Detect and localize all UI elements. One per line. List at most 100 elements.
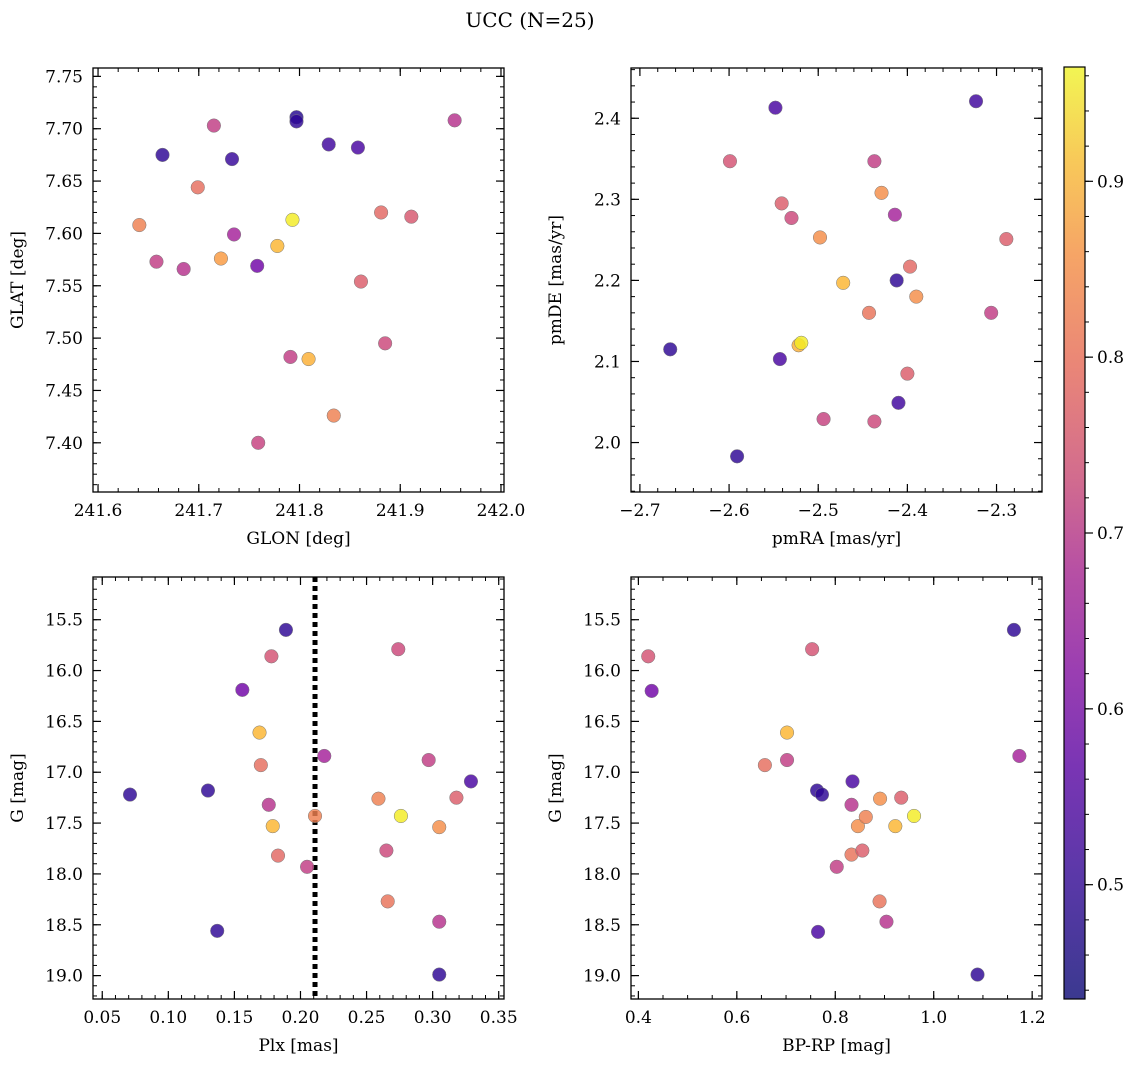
colorbar-tick-label: 0.6 (1097, 700, 1124, 720)
data-point (874, 185, 889, 200)
data-point (909, 289, 924, 304)
data-points (663, 94, 1014, 464)
data-point (812, 230, 828, 245)
data-point (432, 820, 447, 835)
x-axis-label: GLON [deg] (246, 529, 350, 549)
data-point (122, 787, 138, 802)
data-point (155, 147, 170, 162)
y-tick-label: 7.40 (45, 434, 83, 454)
data-points (132, 110, 462, 450)
plot-area (93, 68, 504, 492)
data-point (829, 859, 844, 874)
y-tick-label: 7.65 (45, 172, 83, 192)
y-tick-label: 7.55 (45, 277, 83, 297)
y-tick-label: 19.0 (45, 967, 83, 987)
data-point (891, 395, 906, 410)
data-point (968, 94, 984, 109)
figure-title: UCC (N=25) (465, 8, 594, 32)
y-tick-label: 2.2 (594, 271, 621, 291)
x-tick-label: 0.05 (83, 1008, 121, 1028)
data-point (888, 819, 903, 834)
y-tick-label: 17.0 (45, 763, 83, 783)
data-point (730, 449, 745, 464)
x-tick-label: 1.0 (920, 1008, 947, 1028)
data-point (900, 366, 915, 381)
data-point (285, 212, 300, 227)
data-point (903, 259, 918, 274)
data-point (283, 349, 298, 364)
x-axis-label: pmRA [mas/yr] (772, 529, 901, 549)
data-point (873, 791, 888, 806)
y-tick-label: 18.5 (45, 916, 83, 936)
data-point (278, 622, 293, 637)
data-point (805, 642, 820, 657)
axes-frame (92, 576, 505, 1000)
data-point (889, 273, 904, 288)
x-tick-label: 0.35 (480, 1008, 518, 1028)
x-tick-label: 241.9 (376, 501, 425, 521)
data-point (641, 649, 656, 664)
data-point (432, 967, 447, 982)
colorbar-tick-label: 0.8 (1097, 348, 1124, 368)
data-point (289, 114, 304, 129)
data-point (970, 967, 985, 982)
y-tick-label: 2.4 (594, 109, 621, 129)
data-point (371, 791, 386, 806)
data-point (722, 154, 738, 169)
y-axis-label: G [mag] (8, 753, 28, 822)
y-tick-label: 7.50 (45, 329, 83, 349)
y-tick-label: 2.3 (594, 190, 621, 210)
data-point (270, 238, 285, 254)
data-point (845, 774, 860, 789)
scatter-panel-2: −2.7 −2.6 −2.5 −2.4 −2.3 2.0 2.1 2.2 2.3 2.4 pmRA … (546, 67, 1043, 549)
data-point (235, 682, 250, 697)
data-point (906, 808, 922, 824)
x-tick-label: 241.6 (74, 501, 123, 521)
x-tick-label: 0.15 (215, 1008, 253, 1028)
plot-area (631, 68, 1042, 492)
x-tick-label: 242.0 (477, 501, 526, 521)
x-tick-label: −2.5 (798, 501, 839, 521)
colorbar-tick-label: 0.9 (1097, 172, 1124, 192)
x-tick-label: 0.10 (149, 1008, 187, 1028)
scatter-panel-1: 241.6 241.7 241.8 241.9 242.0 7.40 7.45 7.50 7.5… (8, 67, 525, 549)
data-point (836, 275, 851, 290)
data-points (122, 622, 479, 982)
data-point (379, 843, 394, 858)
data-point (404, 209, 419, 224)
y-tick-label: 19.0 (583, 967, 621, 987)
y-tick-label: 7.45 (45, 381, 83, 401)
x-tick-label: −2.3 (976, 501, 1017, 521)
data-point (265, 819, 280, 834)
y-tick-label: 18.0 (45, 865, 83, 885)
data-point (224, 152, 240, 167)
y-axis-label: G [mag] (546, 753, 566, 822)
colorbar-tick-label: 0.7 (1097, 524, 1124, 544)
data-point (663, 342, 678, 357)
y-tick-label: 18.5 (583, 916, 621, 936)
plot-area (631, 577, 1042, 999)
x-tick-label: 0.8 (822, 1008, 849, 1028)
x-tick-label: 0.6 (723, 1008, 750, 1028)
plot-area (93, 577, 504, 999)
data-point (393, 808, 408, 824)
y-tick-label: 15.5 (45, 611, 83, 631)
y-tick-label: 16.5 (45, 712, 83, 732)
y-tick-label: 2.1 (594, 352, 621, 372)
data-point (301, 351, 316, 367)
x-tick-label: −2.6 (708, 501, 749, 521)
data-point (326, 408, 341, 423)
y-tick-label: 16.0 (583, 662, 621, 682)
y-tick-label: 2.0 (594, 434, 621, 454)
data-point (644, 683, 659, 698)
colorbar-gradient (1063, 66, 1086, 1000)
scatter-panel-3: 0.05 0.10 0.15 0.20 0.25 0.30 0.35 15.5 16.0 16.5… (8, 576, 518, 1056)
x-tick-label: −2.4 (887, 501, 928, 521)
data-point (844, 797, 859, 812)
y-tick-label: 16.5 (583, 712, 621, 732)
colorbar: 0.5 0.6 0.7 0.8 0.9 (1063, 66, 1124, 1000)
axes-frame (92, 67, 505, 493)
data-point (1006, 622, 1021, 637)
data-point (321, 137, 336, 152)
data-point (210, 923, 225, 938)
